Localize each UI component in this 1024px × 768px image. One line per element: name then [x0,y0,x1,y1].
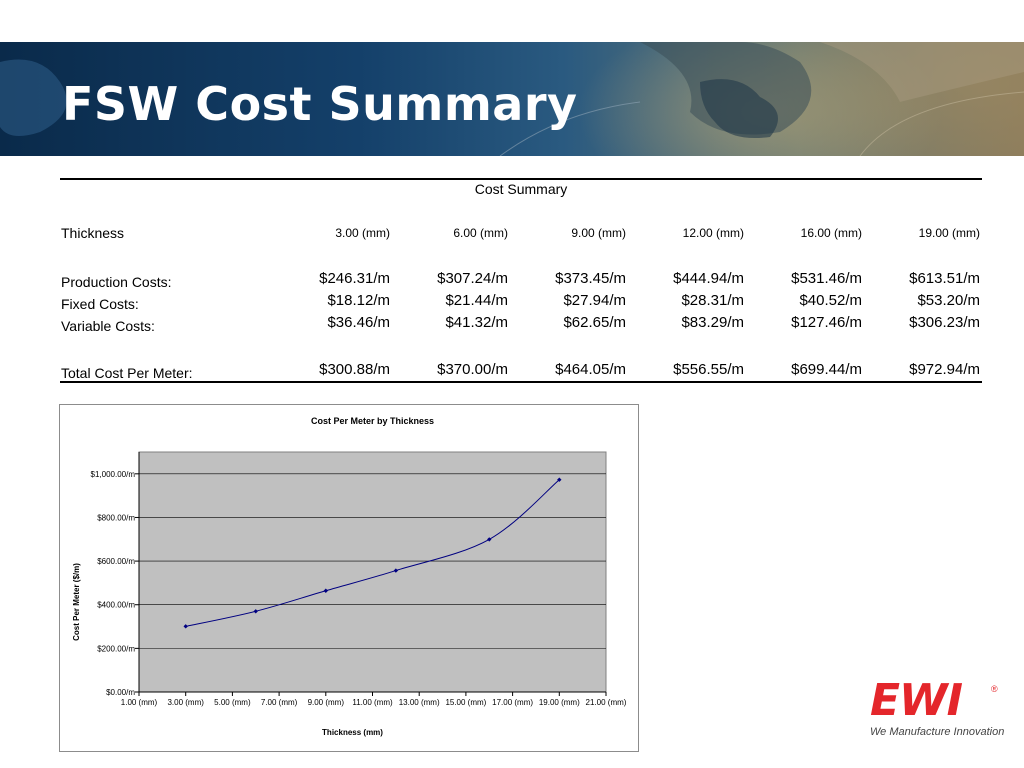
cost-cell: $41.32/m [445,314,508,331]
total-row-label: Total Cost Per Meter: [61,365,193,381]
cost-cell: $613.51/m [909,270,980,287]
ewi-logo: EWI ® We Manufacture Innovation [866,676,1006,744]
chart-canvas: $0.00/m $200.00/m $400.00/m $600.00/m $800.0… [72,416,627,737]
x-tick-label: 21.00 (mm) [586,698,627,707]
cost-cell: $246.31/m [319,270,390,287]
cost-cell: $18.12/m [327,292,390,309]
y-tick-label: $800.00/m [97,513,135,522]
title-banner: FSW Cost Summary [0,42,1024,156]
cost-cell: $62.65/m [563,314,626,331]
logo-wordmark: EWI [870,675,963,726]
total-cost-cell: $699.44/m [791,361,862,378]
cost-cell: $40.52/m [799,292,862,309]
y-tick-label: $1,000.00/m [91,470,136,479]
cost-cell: $36.46/m [327,314,390,331]
data-point [183,624,188,629]
table-caption: Cost Summary [474,181,568,197]
x-tick-label: 3.00 (mm) [167,698,204,707]
series-line [185,479,560,627]
cost-cell: $28.31/m [681,292,744,309]
y-tick-label: $0.00/m [106,688,135,697]
chart-title: Cost Per Meter by Thickness [311,416,434,426]
logo-tagline: We Manufacture Innovation [870,726,1005,738]
cost-cell: $127.46/m [791,314,862,331]
x-tick-label: 15.00 (mm) [445,698,486,707]
y-tick-label: $600.00/m [97,557,135,566]
row-label: Fixed Costs: [61,296,139,312]
thickness-column-header: 19.00 (mm) [918,226,980,240]
total-cost-cell: $556.55/m [673,361,744,378]
plot-area [138,451,607,693]
cost-cell: $21.44/m [445,292,508,309]
cost-cell: $373.45/m [555,270,626,287]
cost-per-meter-chart: $0.00/m $200.00/m $400.00/m $600.00/m $800.0… [59,404,639,752]
x-axis-title: Thickness (mm) [322,728,383,737]
thickness-column-header: 9.00 (mm) [571,226,626,240]
page-title: FSW Cost Summary [62,77,578,131]
thickness-column-header: 6.00 (mm) [453,226,508,240]
cost-cell: $307.24/m [437,270,508,287]
total-cost-cell: $370.00/m [437,361,508,378]
total-cost-cell: $972.94/m [909,361,980,378]
cost-summary-table: Cost Summary Thickness 3.00 (mm) 6.00 (mm… [60,178,982,383]
x-tick-label: 11.00 (mm) [352,698,393,707]
y-tick-label: $200.00/m [97,644,135,653]
cost-cell: $53.20/m [917,292,980,309]
cost-cell: $306.23/m [909,314,980,331]
cost-cell: $27.94/m [563,292,626,309]
table-bottom-rule [60,381,982,383]
x-tick-label: 13.00 (mm) [399,698,440,707]
thickness-column-header: 3.00 (mm) [335,226,390,240]
x-tick-label: 17.00 (mm) [492,698,533,707]
cost-cell: $83.29/m [681,314,744,331]
row-label: Production Costs: [61,274,172,290]
x-tick-label: 7.00 (mm) [261,698,298,707]
total-cost-cell: $300.88/m [319,361,390,378]
logo-registered-mark: ® [991,684,998,694]
data-point [487,537,492,542]
row-label: Variable Costs: [61,318,155,334]
x-tick-label: 1.00 (mm) [121,698,158,707]
x-tick-label: 5.00 (mm) [214,698,251,707]
total-cost-cell: $464.05/m [555,361,626,378]
x-tick-label: 9.00 (mm) [308,698,345,707]
y-tick-label: $400.00/m [97,601,135,610]
table-top-rule [60,178,982,180]
map-background-graphic [0,42,1024,156]
x-tick-label: 19.00 (mm) [539,698,580,707]
thickness-header-label: Thickness [61,225,125,241]
thickness-column-header: 12.00 (mm) [682,226,744,240]
cost-cell: $531.46/m [791,270,862,287]
cost-cell: $444.94/m [673,270,744,287]
thickness-column-header: 16.00 (mm) [800,226,862,240]
y-axis-title: Cost Per Meter ($/m) [72,563,81,641]
